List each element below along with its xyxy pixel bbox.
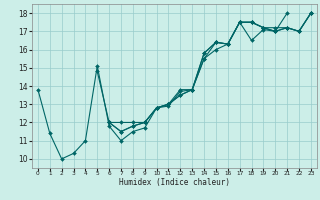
X-axis label: Humidex (Indice chaleur): Humidex (Indice chaleur) xyxy=(119,178,230,187)
